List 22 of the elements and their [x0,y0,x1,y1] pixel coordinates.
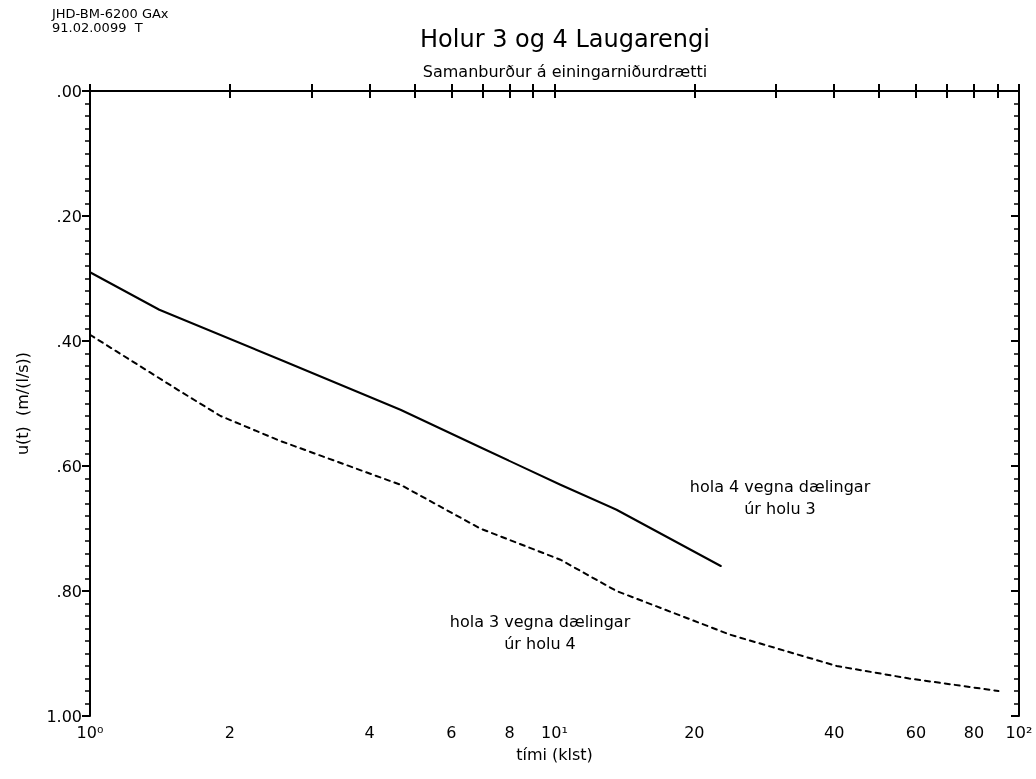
x-axis-title: tími (klst) [516,744,593,764]
x-tick-label: 10¹ [541,722,568,742]
y-axis-title: u(t) (m/(l/s)) [12,351,32,456]
y-tick-label: .40 [56,331,82,351]
text: JHD-BM-6200 GAx 91.02.0099 T [51,5,169,35]
y-tick-label: .80 [56,581,82,601]
x-tick-label: 80 [963,722,985,742]
annotation: hola 3 vegna dælingar úr holu 4 [449,611,631,653]
x-tick-label: 60 [905,722,927,742]
chart-subtitle: Samanburður á einingarniðurdrætti [422,61,708,81]
x-tick-label: 2 [224,722,235,742]
annotation: hola 4 vegna dælingar úr holu 3 [689,476,871,518]
chart-title: Holur 3 og 4 Laugarengi [420,25,710,53]
x-tick-label: 6 [446,722,457,742]
x-tick-label: 20 [684,722,705,742]
x-tick-label: 10² [1005,722,1033,742]
y-tick-label: .20 [56,206,82,226]
x-tick-label: 8 [504,722,515,742]
x-tick-label: 4 [364,722,375,742]
y-tick-label: .60 [56,456,82,476]
x-tick-label: 40 [823,722,845,742]
y-tick-label: .00 [56,81,82,101]
